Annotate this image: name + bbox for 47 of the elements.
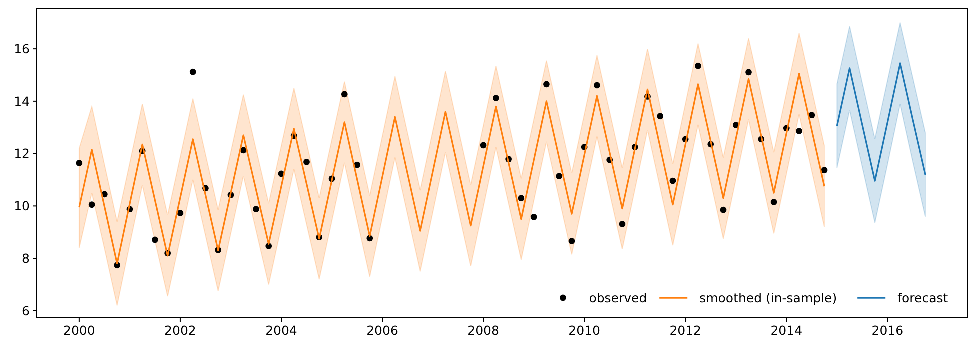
y-tick-label: 12	[14, 146, 30, 162]
point	[366, 235, 374, 242]
point	[670, 178, 676, 184]
point	[480, 142, 487, 149]
y-tick-label: 6	[22, 303, 30, 318]
x-tick-label: 2004	[266, 323, 298, 338]
x-tick-label: 2000	[64, 323, 96, 338]
point	[530, 214, 538, 220]
point	[720, 206, 727, 214]
point	[304, 158, 310, 166]
x-tick-label: 2010	[568, 323, 601, 338]
point	[88, 202, 96, 208]
legend-label: forecast	[898, 290, 948, 306]
x-tick-label: 2016	[872, 323, 904, 338]
point	[177, 210, 184, 216]
y-tick-label: 10	[14, 198, 30, 214]
y-tick-label: 16	[14, 41, 30, 56]
point	[746, 69, 752, 76]
y-tick-label: 14	[14, 94, 30, 109]
legend-label: smoothed (in-sample)	[700, 290, 838, 306]
point	[190, 68, 196, 76]
point	[568, 238, 576, 244]
x-tick-label: 2012	[670, 323, 702, 338]
point	[770, 199, 778, 206]
point	[492, 95, 500, 102]
x-tick-label: 2014	[770, 323, 803, 338]
point	[253, 206, 260, 213]
x-tick-label: 2008	[468, 323, 500, 338]
point	[796, 128, 802, 134]
point	[518, 195, 525, 202]
point	[354, 162, 360, 168]
point	[544, 81, 550, 88]
point	[695, 62, 702, 70]
x-tick-label: 2006	[366, 323, 398, 338]
legend-label: observed	[589, 290, 648, 306]
point	[594, 82, 600, 89]
y-tick-label: 8	[22, 250, 30, 266]
line-series	[836, 62, 926, 182]
point	[619, 221, 626, 228]
point	[76, 160, 83, 166]
point	[821, 167, 828, 174]
point	[556, 173, 563, 180]
point	[341, 91, 348, 98]
x-tick-label: 2002	[164, 323, 196, 338]
point	[152, 236, 158, 244]
point	[657, 113, 664, 120]
point	[808, 112, 816, 119]
